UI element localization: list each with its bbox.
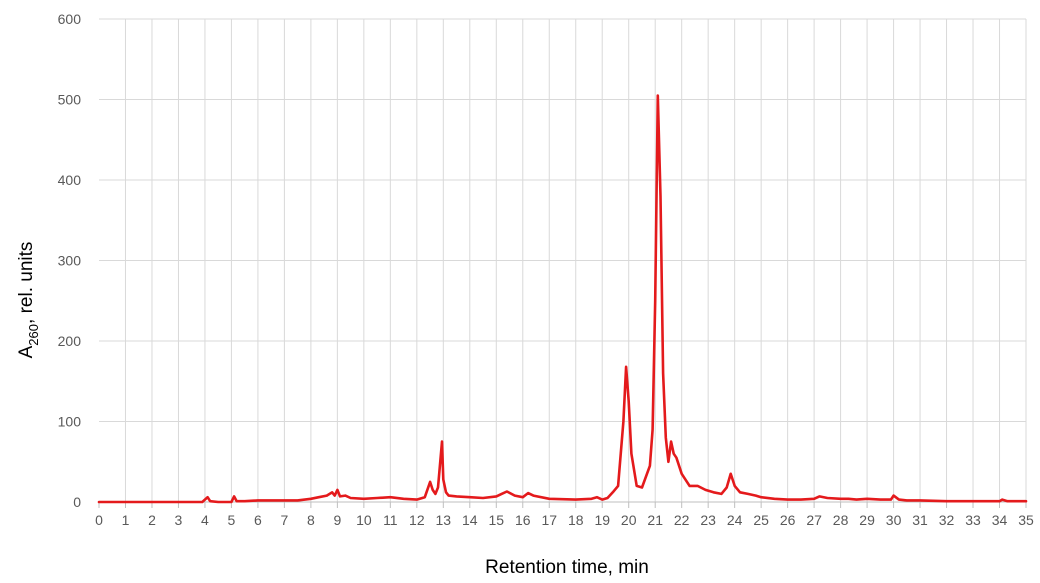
series-line [97,94,1028,504]
x-tick-label: 5 [228,512,236,528]
y-tick-label: 300 [58,253,82,269]
x-tick-label: 1 [122,512,130,528]
y-tick-label: 200 [58,333,82,349]
x-tick-label: 10 [356,512,372,528]
x-tick-label: 29 [859,512,875,528]
x-tick-label: 20 [621,512,637,528]
x-tick-label: 6 [254,512,262,528]
x-tick-label: 14 [462,512,478,528]
x-tick-label: 3 [175,512,183,528]
y-tick-label: 0 [73,494,81,510]
x-tick-label: 27 [806,512,822,528]
x-tick-label: 33 [965,512,981,528]
x-tick-label: 15 [488,512,504,528]
x-tick-label: 8 [307,512,315,528]
x-tick-label: 0 [95,512,103,528]
x-tick-label: 2 [148,512,156,528]
x-tick-label: 26 [780,512,796,528]
x-tick-label: 31 [912,512,928,528]
x-tick-label: 30 [886,512,902,528]
y-tick-label: 400 [58,172,82,188]
x-tick-label: 9 [333,512,341,528]
series-layer [97,94,1028,504]
x-tick-label: 17 [541,512,557,528]
x-tick-label: 25 [753,512,769,528]
x-tick-label: 34 [992,512,1008,528]
tick-labels: 0 1 2 3 4 5 6 7 8 9 10 11 12 13 14 15 16 17 18 19 20 21 22 23 24… [58,11,1034,528]
x-tick-label: 21 [647,512,663,528]
x-tick-label: 13 [436,512,452,528]
x-tick-label: 16 [515,512,531,528]
x-axis-title: Retention time, min [485,557,649,578]
x-tick-label: 19 [594,512,610,528]
x-tick-label: 4 [201,512,209,528]
x-tick-label: 22 [674,512,690,528]
x-tick-label: 12 [409,512,425,528]
x-tick-label: 23 [700,512,716,528]
x-tick-label: 32 [939,512,955,528]
x-tick-label: 24 [727,512,743,528]
y-axis-title: A260, rel. units [16,242,41,359]
x-tick-label: 7 [281,512,289,528]
y-tick-label: 600 [58,11,82,27]
x-tick-label: 28 [833,512,849,528]
y-tick-label: 100 [58,414,82,430]
grid [99,18,1027,502]
x-tick-label: 35 [1018,512,1034,528]
y-tick-label: 500 [58,92,82,108]
y-axis-title-main: A [16,345,37,358]
y-axis-title-subscript: 260 [26,324,41,346]
x-tick-label: 18 [568,512,584,528]
y-axis-title-suffix: , rel. units [16,242,37,324]
axes [98,501,1027,508]
x-tick-label: 11 [383,512,398,528]
